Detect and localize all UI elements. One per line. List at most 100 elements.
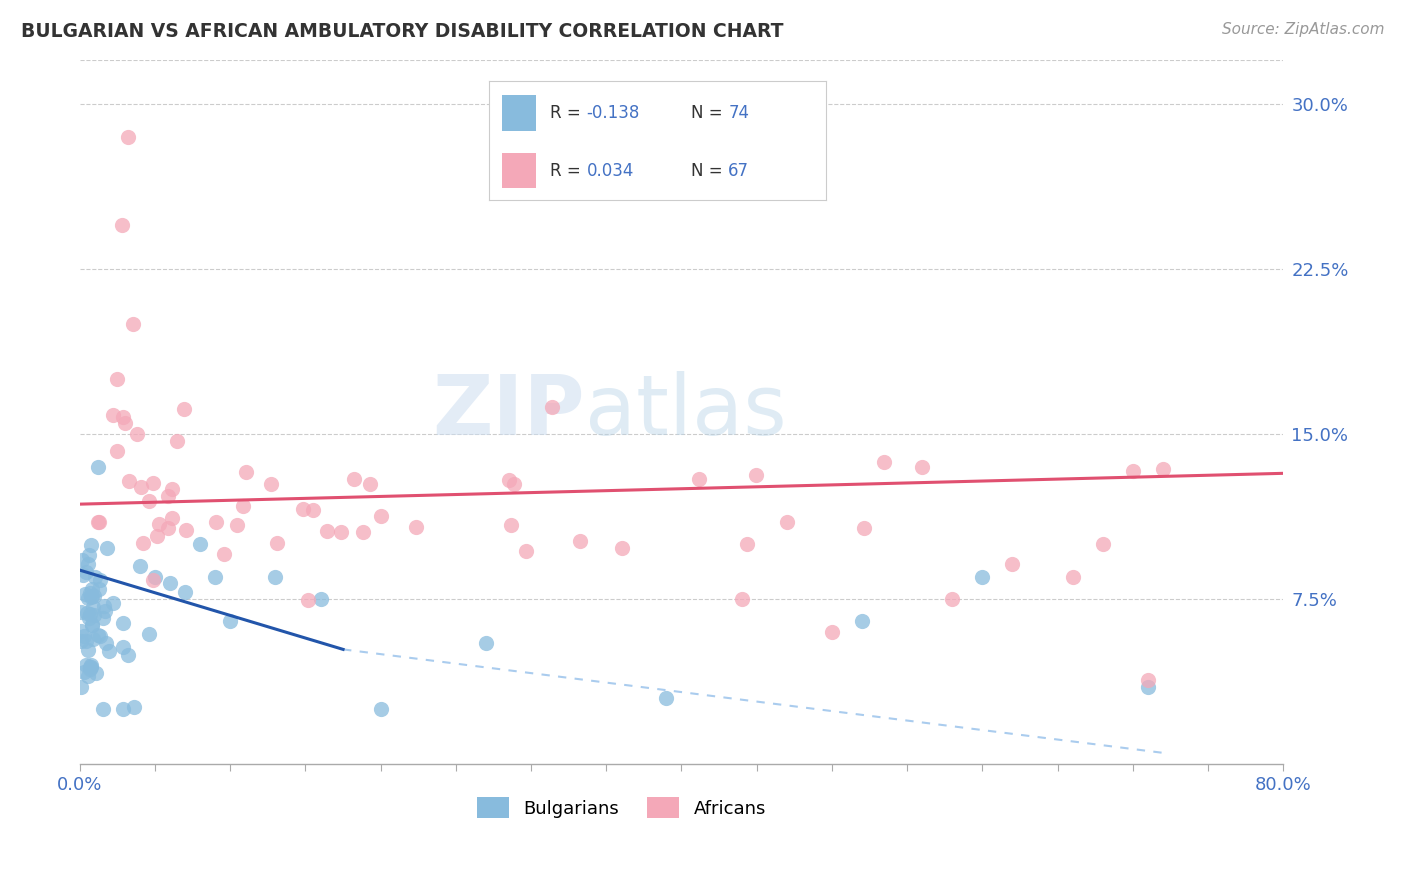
Point xyxy=(118,475,141,489)
Point xyxy=(86,666,108,681)
Point xyxy=(77,548,100,562)
Point xyxy=(330,524,353,539)
Point xyxy=(264,570,287,584)
Point xyxy=(80,618,103,632)
Point xyxy=(112,702,135,716)
Point xyxy=(157,489,180,503)
Point xyxy=(96,541,118,555)
Text: atlas: atlas xyxy=(585,371,787,452)
Point xyxy=(77,557,100,571)
Point xyxy=(1091,536,1114,550)
Point xyxy=(352,524,374,539)
Point xyxy=(87,627,110,641)
Point xyxy=(655,690,678,705)
Point xyxy=(87,459,110,474)
Point xyxy=(79,662,101,676)
Point xyxy=(173,401,195,416)
Point xyxy=(370,702,392,716)
Point xyxy=(174,585,197,599)
Point xyxy=(96,635,118,649)
Point xyxy=(316,524,339,538)
Point xyxy=(80,538,103,552)
Point xyxy=(111,640,134,655)
Point xyxy=(83,608,105,623)
Point xyxy=(101,408,124,422)
Point xyxy=(91,611,114,625)
Legend: Bulgarians, Africans: Bulgarians, Africans xyxy=(470,790,773,825)
Point xyxy=(79,607,101,622)
Point xyxy=(297,592,319,607)
Point xyxy=(80,590,103,604)
Point xyxy=(188,537,211,551)
Point xyxy=(730,591,752,606)
Point xyxy=(91,702,114,716)
Text: Source: ZipAtlas.com: Source: ZipAtlas.com xyxy=(1222,22,1385,37)
Point xyxy=(146,529,169,543)
Point xyxy=(70,680,93,694)
Point xyxy=(873,455,896,469)
Point xyxy=(122,699,145,714)
Point xyxy=(475,636,498,650)
Point xyxy=(77,591,100,606)
Point xyxy=(1152,462,1174,476)
Point xyxy=(83,589,105,603)
Point xyxy=(117,129,139,144)
Point xyxy=(129,558,152,573)
Point xyxy=(359,477,381,491)
Point xyxy=(502,476,524,491)
Point xyxy=(73,629,96,643)
Point xyxy=(70,605,93,619)
Point xyxy=(121,317,143,331)
Point xyxy=(75,566,97,580)
Point xyxy=(159,576,181,591)
Point xyxy=(1136,673,1159,688)
Point xyxy=(911,459,934,474)
Point xyxy=(370,509,392,524)
Point xyxy=(79,660,101,674)
Point xyxy=(73,587,96,601)
Point xyxy=(111,409,134,424)
Point xyxy=(138,627,160,641)
Point xyxy=(82,617,104,632)
Point xyxy=(89,630,111,644)
Point xyxy=(70,624,93,638)
Point xyxy=(76,606,98,620)
Point xyxy=(86,515,108,529)
Point xyxy=(101,596,124,610)
Point xyxy=(138,494,160,508)
Point xyxy=(82,599,104,614)
Point xyxy=(70,634,93,648)
Point xyxy=(776,515,799,529)
Point xyxy=(107,372,129,386)
Point xyxy=(821,624,844,639)
Point xyxy=(125,426,148,441)
Point xyxy=(302,503,325,517)
Point xyxy=(744,468,766,483)
Point xyxy=(212,547,235,561)
Point xyxy=(80,659,103,673)
Point xyxy=(498,473,520,487)
Point xyxy=(94,604,117,618)
Point xyxy=(142,475,165,490)
Point xyxy=(142,573,165,587)
Point xyxy=(405,520,427,534)
Point xyxy=(73,665,96,680)
Point xyxy=(129,480,152,494)
Point xyxy=(160,482,183,496)
Point xyxy=(610,541,633,555)
Point xyxy=(79,586,101,600)
Point xyxy=(735,537,758,551)
Text: ZIP: ZIP xyxy=(433,371,585,452)
Point xyxy=(72,553,94,567)
Point xyxy=(132,536,155,550)
Point xyxy=(156,521,179,535)
Point xyxy=(89,582,111,597)
Point xyxy=(235,465,257,479)
Point xyxy=(75,634,97,648)
Point xyxy=(853,520,876,534)
Point xyxy=(688,472,710,486)
Point xyxy=(77,643,100,657)
Point xyxy=(204,570,226,584)
Point xyxy=(309,591,332,606)
Point xyxy=(82,582,104,596)
